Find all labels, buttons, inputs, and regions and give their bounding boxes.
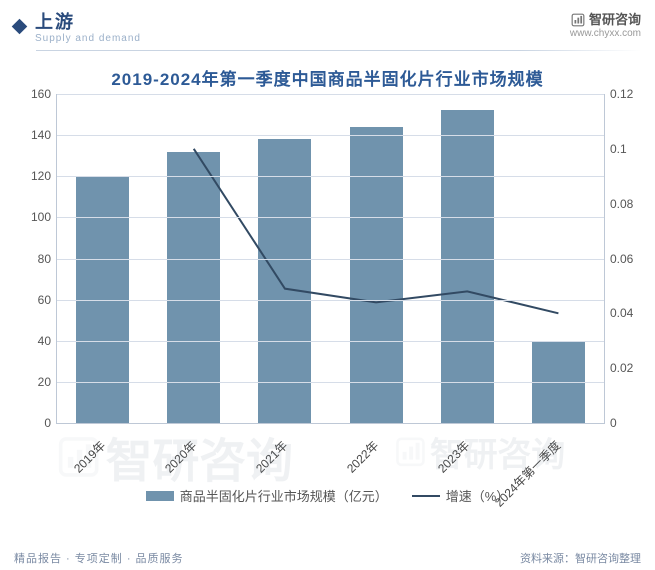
ytick-right: 0.02 — [604, 361, 633, 375]
gridline — [57, 176, 604, 177]
header: 上游 Supply and demand 智研咨询 www.chyxx.com — [0, 0, 655, 50]
brand-name: 智研咨询 — [589, 12, 641, 28]
ytick-right: 0.08 — [604, 197, 633, 211]
ytick-left: 60 — [38, 293, 57, 307]
x-axis-label: 2020年 — [160, 437, 199, 476]
ytick-right: 0 — [604, 416, 617, 430]
gridline — [57, 382, 604, 383]
footer-right: 资料来源：智研咨询整理 — [520, 550, 641, 566]
diamond-icon — [12, 18, 28, 34]
ytick-left: 100 — [31, 210, 57, 224]
bar-swatch-icon — [146, 491, 174, 501]
gridline — [57, 217, 604, 218]
category-subtitle: Supply and demand — [35, 33, 141, 44]
x-axis-label: 2023年 — [434, 437, 473, 476]
plot-area: 02040608010012014016000.020.040.060.080.… — [56, 94, 605, 424]
gridline — [57, 135, 604, 136]
chart-container: 2019-2024年第一季度中国商品半固化片行业市场规模 02040608010… — [14, 59, 641, 529]
gridline — [57, 341, 604, 342]
ytick-left: 40 — [38, 334, 57, 348]
ytick-right: 0.1 — [604, 142, 627, 156]
line-swatch-icon — [412, 495, 440, 497]
ytick-left: 160 — [31, 87, 57, 101]
x-axis-label: 2021年 — [252, 437, 291, 476]
gridline — [57, 94, 604, 95]
watermark-logo-icon — [395, 436, 426, 467]
ytick-left: 80 — [38, 252, 57, 266]
footer: 精品报告 · 专项定制 · 品质服务 资料来源：智研咨询整理 — [0, 550, 655, 566]
brand-logo-icon — [571, 13, 585, 27]
gridline — [57, 259, 604, 260]
ytick-right: 0.04 — [604, 306, 633, 320]
header-left: 上游 Supply and demand — [14, 8, 141, 44]
growth-line — [194, 149, 559, 313]
brand-url: www.chyxx.com — [570, 28, 641, 40]
ytick-left: 140 — [31, 128, 57, 142]
legend: 商品半固化片行业市场规模（亿元） 增速（%） — [14, 486, 641, 505]
category-label: 上游 — [35, 8, 141, 34]
ytick-right: 0.06 — [604, 252, 633, 266]
ytick-left: 120 — [31, 169, 57, 183]
ytick-left: 20 — [38, 375, 57, 389]
brand-block: 智研咨询 www.chyxx.com — [570, 12, 641, 40]
chart-title: 2019-2024年第一季度中国商品半固化片行业市场规模 — [14, 59, 641, 94]
legend-bar-label: 商品半固化片行业市场规模（亿元） — [180, 486, 388, 505]
ytick-left: 0 — [44, 416, 57, 430]
ytick-right: 0.12 — [604, 87, 633, 101]
x-axis-label: 2022年 — [343, 437, 382, 476]
header-divider — [36, 50, 641, 51]
x-axis-label: 2019年 — [69, 437, 108, 476]
legend-item-bar: 商品半固化片行业市场规模（亿元） — [146, 486, 388, 505]
footer-left: 精品报告 · 专项定制 · 品质服务 — [14, 550, 184, 566]
gridline — [57, 300, 604, 301]
